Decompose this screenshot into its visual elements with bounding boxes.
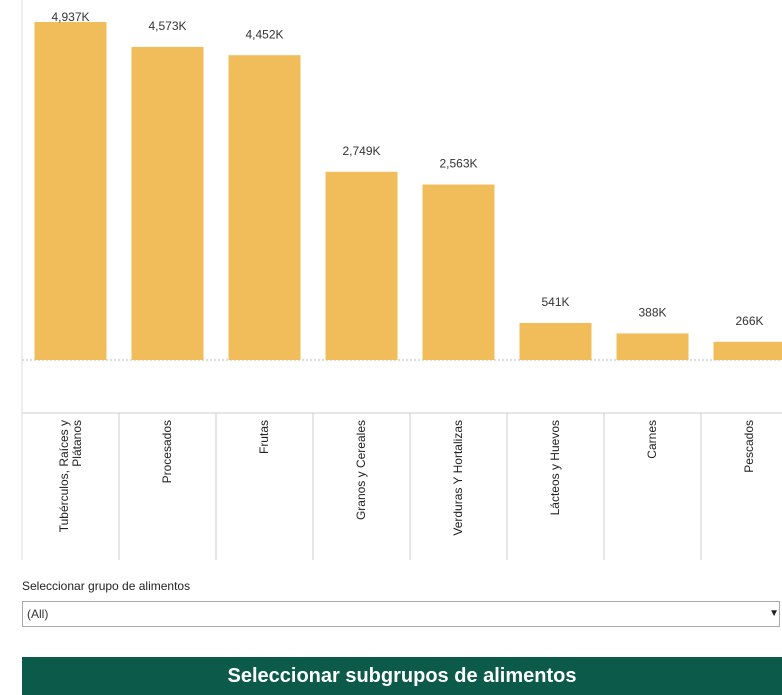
x-tick-label: Tubérculos, Raíces y Plátanos: [56, 420, 84, 533]
bar: [713, 341, 782, 360]
bar: [34, 22, 107, 360]
filter-value: (All): [27, 607, 49, 621]
value-label: 541K: [541, 295, 569, 309]
x-tick-label: Frutas: [257, 420, 271, 455]
value-label: 4,573K: [148, 19, 186, 33]
bar: [422, 184, 495, 360]
value-label: 2,749K: [342, 144, 380, 158]
x-tick-label: Verduras Y Hortalizas: [451, 420, 465, 536]
subgroup-banner[interactable]: Seleccionar subgrupos de alimentos: [22, 657, 782, 695]
bar: [325, 171, 398, 360]
bar: [131, 46, 204, 360]
bar: [519, 322, 592, 360]
filter-dropdown[interactable]: (All) ▼: [22, 601, 780, 627]
filter-label: Seleccionar grupo de alimentos: [22, 579, 191, 593]
bar: [616, 333, 689, 360]
x-tick-label: Lácteos y Huevos: [548, 420, 562, 516]
value-label: 4,452K: [245, 27, 283, 41]
bar: [228, 55, 301, 360]
x-tick-label: Granos y Cereales: [354, 420, 368, 521]
x-tick-label: Pescados: [742, 420, 756, 473]
banner-title: Seleccionar subgrupos de alimentos: [227, 665, 577, 687]
dropdown-arrow[interactable]: ▼: [769, 608, 779, 619]
value-label: 4,937K: [51, 10, 89, 24]
value-label: 388K: [638, 306, 666, 320]
chart: 4,937K 4,573K 4,452K 2,749K 2,563K 541K 388K 26…: [21, 0, 782, 560]
value-label: 2,563K: [439, 157, 477, 171]
x-tick-label: Carnes: [645, 420, 659, 459]
x-tick-label: Procesados: [160, 420, 174, 484]
value-label: 266K: [735, 314, 763, 328]
